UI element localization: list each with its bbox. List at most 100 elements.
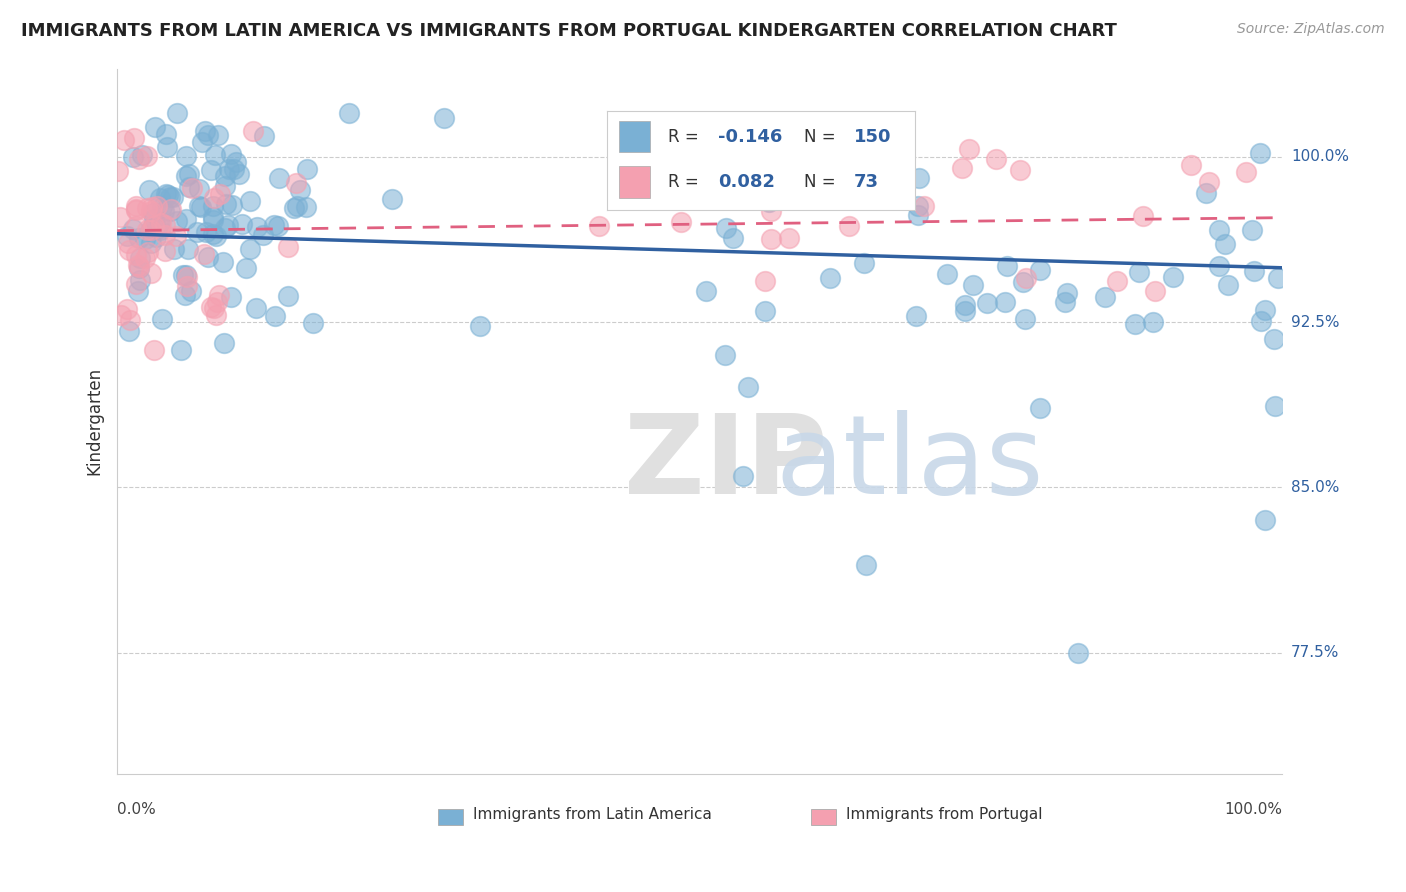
Point [1067, 646, 1090, 660]
Point [139, 203, 162, 218]
Point [219, 147, 242, 161]
Point [128, 284, 150, 298]
Point [122, 131, 145, 145]
Point [225, 154, 247, 169]
Point [1143, 284, 1166, 298]
Point [253, 129, 276, 144]
Point [204, 148, 226, 162]
Point [869, 152, 891, 166]
Point [159, 203, 181, 218]
Point [115, 302, 138, 317]
Point [235, 261, 257, 276]
Point [201, 212, 224, 227]
Point [117, 243, 139, 257]
Point [152, 204, 174, 219]
Point [146, 221, 169, 235]
Y-axis label: Kindergarten: Kindergarten [86, 368, 103, 475]
Point [155, 244, 177, 259]
Point [433, 112, 456, 126]
Point [176, 268, 198, 283]
Point [176, 269, 198, 284]
Point [177, 167, 200, 181]
Point [295, 200, 318, 214]
Point [128, 260, 150, 274]
Point [1128, 265, 1150, 279]
Text: 77.5%: 77.5% [1291, 645, 1339, 660]
Point [207, 295, 229, 310]
Point [149, 215, 172, 229]
Point [1216, 277, 1239, 292]
Point [214, 178, 236, 193]
Point [759, 204, 782, 219]
Point [1014, 311, 1036, 326]
Point [1240, 223, 1263, 237]
Point [193, 246, 215, 260]
Point [177, 179, 200, 194]
Point [174, 211, 197, 226]
Point [1264, 399, 1286, 413]
Point [1180, 158, 1202, 172]
Point [936, 267, 959, 281]
Point [165, 229, 187, 244]
Point [187, 182, 209, 196]
Point [731, 469, 754, 483]
Point [156, 140, 179, 154]
Point [1163, 269, 1185, 284]
Point [957, 142, 980, 156]
Point [955, 298, 977, 312]
Point [135, 149, 157, 163]
Point [267, 170, 290, 185]
Point [125, 219, 148, 234]
Point [737, 379, 759, 393]
Point [197, 128, 219, 142]
Point [1107, 274, 1129, 288]
Point [138, 183, 160, 197]
Point [125, 199, 148, 213]
Point [134, 251, 156, 265]
Point [172, 268, 194, 283]
Point [907, 199, 929, 213]
Point [231, 217, 253, 231]
Point [202, 191, 225, 205]
Point [267, 219, 290, 233]
Point [205, 228, 228, 243]
Point [150, 200, 173, 214]
Point [215, 197, 238, 211]
Point [200, 162, 222, 177]
Text: atlas: atlas [776, 410, 1045, 517]
Point [908, 171, 931, 186]
Point [202, 211, 225, 225]
Point [714, 348, 737, 362]
Point [290, 183, 312, 197]
Point [222, 162, 245, 177]
Point [337, 105, 360, 120]
Text: 85.0%: 85.0% [1291, 480, 1339, 495]
Point [246, 219, 269, 234]
Point [877, 154, 900, 169]
Point [143, 343, 166, 357]
Point [159, 190, 181, 204]
Point [194, 124, 217, 138]
Text: 100.0%: 100.0% [1225, 802, 1282, 817]
Point [811, 153, 834, 167]
Point [124, 247, 146, 261]
Point [122, 150, 145, 164]
Point [139, 236, 162, 251]
Point [855, 558, 877, 572]
Point [129, 272, 152, 286]
Point [1254, 514, 1277, 528]
Point [219, 290, 242, 304]
Point [285, 176, 308, 190]
Point [1142, 315, 1164, 329]
Text: Immigrants from Portugal: Immigrants from Portugal [845, 807, 1042, 822]
Point [139, 267, 162, 281]
Point [778, 231, 800, 245]
Point [1267, 271, 1289, 285]
Point [468, 318, 491, 333]
Point [277, 289, 299, 303]
Point [904, 310, 927, 324]
Point [1028, 263, 1050, 277]
Bar [810, 809, 837, 825]
Text: 100.0%: 100.0% [1291, 149, 1348, 164]
Point [1208, 260, 1230, 274]
